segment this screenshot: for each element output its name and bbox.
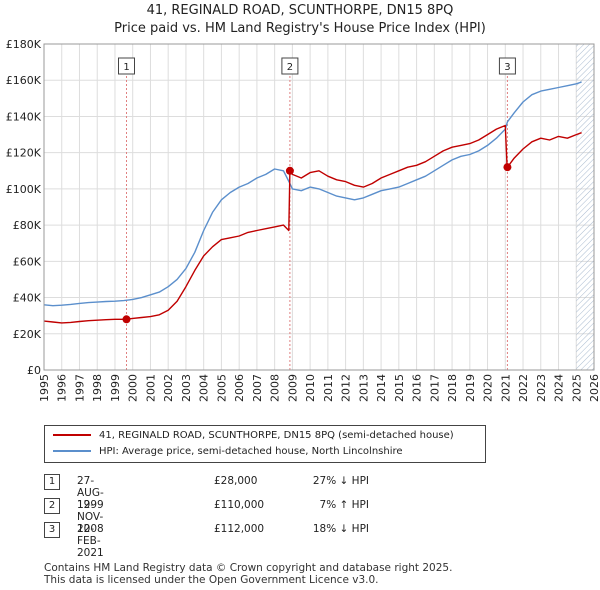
- y-tick-label: £0: [27, 364, 41, 377]
- x-tick-label: 2020: [482, 374, 495, 402]
- y-tick-label: £120K: [6, 147, 42, 160]
- x-tick-label: 2008: [269, 374, 282, 402]
- y-tick-label: £20K: [13, 328, 42, 341]
- sale-label-box: [498, 57, 516, 75]
- x-tick-label: 1995: [38, 374, 51, 402]
- x-tick-label: 2007: [251, 374, 264, 402]
- x-tick-label: 2022: [517, 374, 530, 402]
- chart-legend: 41, REGINALD ROAD, SCUNTHORPE, DN15 8PQ …: [44, 425, 486, 463]
- sale-date: 12-FEB-2021: [77, 523, 104, 559]
- x-tick-label: 2001: [144, 374, 157, 402]
- legend-swatch-property: [53, 434, 91, 436]
- sale-hpi-change: 7% ↑ HPI: [319, 499, 369, 511]
- sale-point: [285, 166, 294, 175]
- x-tick-label: 2005: [215, 374, 228, 402]
- footer-line: This data is licensed under the Open Gov…: [44, 574, 379, 586]
- y-tick-label: £60K: [13, 255, 42, 268]
- x-tick-label: 2003: [180, 374, 193, 402]
- property-price-line: [44, 124, 582, 324]
- legend-item-property: 41, REGINALD ROAD, SCUNTHORPE, DN15 8PQ …: [53, 428, 454, 444]
- y-tick-label: £40K: [13, 292, 42, 305]
- sale-price: £112,000: [214, 523, 265, 535]
- x-tick-label: 2013: [357, 374, 370, 402]
- legend-label-hpi: HPI: Average price, semi-detached house,…: [99, 446, 403, 457]
- x-tick-label: 1997: [73, 374, 86, 402]
- y-tick-label: £100K: [6, 183, 42, 196]
- x-tick-label: 2002: [162, 374, 175, 402]
- sale-date: 27-AUG-1999: [77, 475, 104, 511]
- sale-price: £28,000: [214, 475, 258, 487]
- price-chart: 1 2 3 £0 £20K £40K £60K £80K £100K £120K £140K £16…: [6, 38, 600, 402]
- sale-label: 2: [287, 62, 293, 73]
- x-tick-label: 2015: [393, 374, 406, 402]
- hpi-line: [44, 81, 582, 307]
- x-tick-label: 2024: [553, 374, 566, 402]
- y-tick-label: £180K: [6, 38, 42, 51]
- sale-number-badge: 1: [44, 474, 60, 490]
- x-tick-label: 1996: [56, 374, 69, 402]
- sale-date: 12-NOV-2008: [77, 499, 104, 535]
- x-tick-label: 2000: [127, 374, 140, 402]
- sale-hpi-change: 18% ↓ HPI: [312, 523, 369, 535]
- sale-label: 3: [504, 62, 510, 73]
- y-tick-label: £140K: [6, 110, 42, 123]
- x-tick-label: 2014: [375, 374, 388, 402]
- sale-price: £110,000: [214, 499, 265, 511]
- footer-line: Contains HM Land Registry data © Crown c…: [44, 562, 453, 574]
- sale-number-badge: 3: [44, 522, 60, 538]
- chart-title: 41, REGINALD ROAD, SCUNTHORPE, DN15 8PQ: [146, 3, 454, 18]
- x-tick-label: 2018: [446, 374, 459, 402]
- x-tick-label: 2016: [411, 374, 424, 402]
- sale-point: [503, 163, 512, 172]
- x-tick-label: 2011: [322, 374, 335, 402]
- legend-swatch-hpi: [53, 450, 91, 452]
- chart-subtitle: Price paid vs. HM Land Registry's House …: [114, 21, 486, 36]
- sale-label-box: [281, 57, 299, 75]
- x-tick-label: 2012: [340, 374, 353, 402]
- x-tick-label: 2006: [233, 374, 246, 402]
- x-tick-label: 1999: [109, 374, 122, 402]
- x-tick-label: 2025: [570, 374, 583, 402]
- future-hatch-region: [576, 44, 594, 370]
- x-tick-label: 1998: [91, 374, 104, 402]
- legend-item-hpi: HPI: Average price, semi-detached house,…: [53, 444, 403, 460]
- x-tick-label: 2023: [535, 374, 548, 402]
- y-tick-label: £80K: [13, 219, 42, 232]
- y-tick-label: £160K: [6, 74, 42, 87]
- sale-label-box: [118, 57, 135, 75]
- sale-point: [122, 315, 131, 324]
- sale-number-badge: 2: [44, 498, 60, 514]
- footer-attribution: Contains HM Land Registry data © Crown c…: [44, 562, 452, 586]
- plot-frame: [43, 43, 595, 371]
- x-tick-label: 2004: [198, 374, 211, 402]
- x-tick-label: 2017: [428, 374, 441, 402]
- sale-hpi-change: 27% ↓ HPI: [312, 475, 369, 487]
- x-tick-label: 2021: [499, 374, 512, 402]
- legend-label-property: 41, REGINALD ROAD, SCUNTHORPE, DN15 8PQ …: [99, 430, 454, 441]
- x-tick-label: 2009: [286, 374, 299, 402]
- x-tick-label: 2010: [304, 374, 317, 402]
- x-tick-label: 2026: [588, 374, 600, 402]
- x-tick-label: 2019: [464, 374, 477, 402]
- sale-label: 1: [123, 62, 129, 73]
